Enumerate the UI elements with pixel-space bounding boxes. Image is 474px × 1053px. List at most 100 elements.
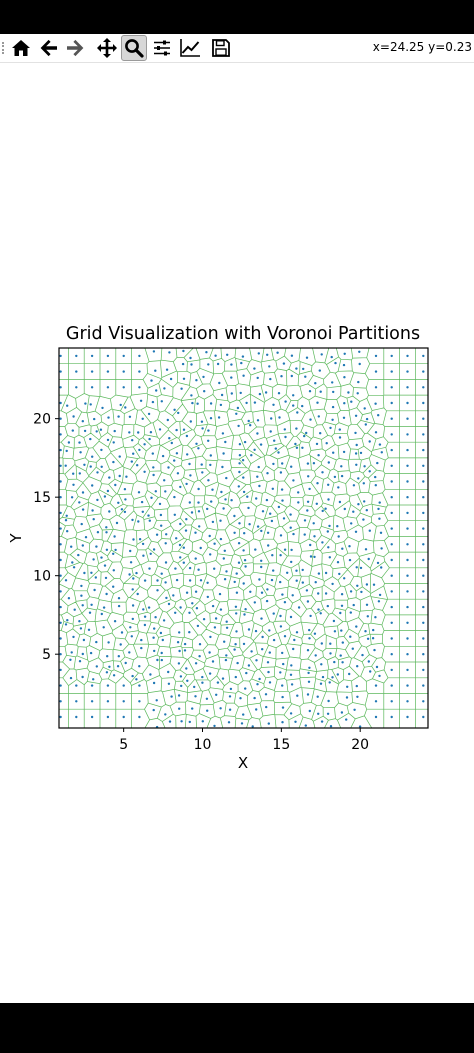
data-point (362, 518, 365, 521)
data-point (261, 635, 264, 639)
data-point (375, 665, 379, 669)
data-point (155, 389, 158, 392)
data-point (307, 671, 310, 675)
data-point (390, 464, 393, 467)
data-point (148, 519, 151, 522)
data-point (314, 382, 317, 385)
subplots-button[interactable] (149, 35, 175, 61)
data-point (406, 574, 409, 577)
data-point (321, 541, 324, 544)
data-point (106, 489, 110, 493)
data-point (306, 462, 310, 465)
data-point (307, 680, 311, 683)
data-point (119, 403, 122, 407)
data-point (280, 375, 283, 378)
data-point (266, 531, 270, 534)
data-point (147, 606, 151, 609)
data-point (152, 708, 155, 712)
data-point (422, 700, 425, 703)
data-point (73, 608, 76, 611)
data-point (214, 354, 217, 357)
data-point (103, 495, 107, 498)
data-point (317, 572, 321, 575)
data-point (78, 472, 82, 475)
data-point (321, 675, 325, 679)
data-point (255, 497, 258, 500)
data-point (295, 569, 298, 572)
data-point (378, 674, 381, 678)
data-point (59, 574, 62, 577)
zoom-icon (125, 39, 144, 58)
edit-axes-button[interactable] (177, 35, 203, 61)
data-point (185, 591, 189, 594)
data-point (152, 636, 155, 639)
forward-button[interactable] (62, 35, 88, 61)
data-point (259, 443, 263, 446)
data-point (83, 571, 86, 575)
data-point (207, 429, 210, 432)
data-point (233, 514, 236, 518)
data-point (377, 600, 381, 603)
data-point (340, 711, 344, 714)
back-button[interactable] (36, 35, 62, 61)
data-point (230, 363, 233, 366)
data-point (175, 428, 178, 432)
data-point (201, 675, 204, 679)
data-point (117, 597, 121, 600)
data-point (155, 533, 159, 536)
data-point (59, 511, 62, 515)
data-point (112, 674, 116, 677)
toolbar-grip[interactable] (2, 42, 7, 54)
data-point (190, 394, 193, 397)
data-point (206, 595, 209, 599)
data-point (260, 591, 264, 594)
data-point (331, 582, 334, 586)
data-point (337, 535, 340, 538)
data-point (65, 514, 68, 517)
data-point (81, 675, 84, 679)
zoom-button[interactable] (121, 35, 147, 61)
home-button[interactable] (8, 35, 34, 61)
data-point (337, 486, 340, 489)
data-point (237, 561, 241, 564)
data-point (256, 419, 260, 422)
data-point (91, 484, 94, 487)
data-point (324, 571, 328, 575)
data-point (301, 568, 304, 572)
data-point (374, 616, 377, 619)
data-point (179, 606, 182, 609)
data-point (254, 629, 258, 633)
data-point (224, 658, 228, 662)
data-point (233, 531, 236, 534)
data-point (257, 465, 260, 469)
pan-button[interactable] (94, 35, 120, 61)
data-point (72, 483, 75, 486)
data-point (317, 592, 320, 595)
data-point (211, 520, 215, 524)
data-point (348, 545, 351, 548)
data-point (320, 663, 323, 666)
plot-area[interactable] (58, 347, 429, 729)
data-point (221, 677, 225, 680)
data-point (346, 685, 349, 688)
data-point (194, 590, 198, 593)
data-point (390, 684, 393, 687)
data-point (281, 695, 284, 699)
data-point (306, 649, 310, 652)
data-point (367, 660, 370, 663)
save-button[interactable] (208, 35, 234, 61)
data-point (117, 655, 121, 658)
data-point (308, 666, 311, 669)
data-point (185, 667, 188, 670)
data-point (211, 604, 215, 608)
data-point (306, 509, 309, 512)
data-point (343, 402, 346, 405)
data-point (206, 507, 209, 511)
data-point (72, 472, 75, 475)
data-point (80, 584, 83, 588)
data-point (186, 679, 189, 682)
figure-canvas[interactable]: Grid Visualization with Voronoi Partitio… (0, 300, 474, 800)
voronoi-chart[interactable]: Grid Visualization with Voronoi Partitio… (0, 300, 474, 800)
data-point (214, 617, 218, 620)
data-point (365, 417, 369, 421)
